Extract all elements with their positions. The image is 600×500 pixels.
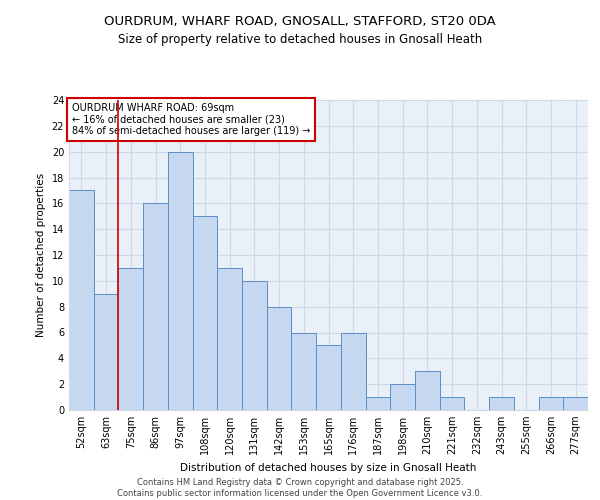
Bar (242, 281, 267, 410)
Bar (539, 397, 563, 410)
Bar (415, 371, 440, 410)
Bar (94, 294, 118, 410)
Bar (292, 332, 316, 410)
Bar (489, 397, 514, 410)
Bar (168, 152, 193, 410)
Bar (341, 332, 365, 410)
Bar (390, 384, 415, 410)
Bar (69, 190, 94, 410)
Text: Contains HM Land Registry data © Crown copyright and database right 2025.
Contai: Contains HM Land Registry data © Crown c… (118, 478, 482, 498)
Bar (316, 346, 341, 410)
X-axis label: Distribution of detached houses by size in Gnosall Heath: Distribution of detached houses by size … (181, 462, 476, 472)
Y-axis label: Number of detached properties: Number of detached properties (36, 173, 46, 337)
Bar (563, 397, 588, 410)
Text: Size of property relative to detached houses in Gnosall Heath: Size of property relative to detached ho… (118, 32, 482, 46)
Bar (267, 306, 292, 410)
Bar (440, 397, 464, 410)
Bar (118, 268, 143, 410)
Text: OURDRUM, WHARF ROAD, GNOSALL, STAFFORD, ST20 0DA: OURDRUM, WHARF ROAD, GNOSALL, STAFFORD, … (104, 15, 496, 28)
Bar (193, 216, 217, 410)
Text: OURDRUM WHARF ROAD: 69sqm
← 16% of detached houses are smaller (23)
84% of semi-: OURDRUM WHARF ROAD: 69sqm ← 16% of detac… (71, 103, 310, 136)
Bar (143, 204, 168, 410)
Bar (365, 397, 390, 410)
Bar (217, 268, 242, 410)
